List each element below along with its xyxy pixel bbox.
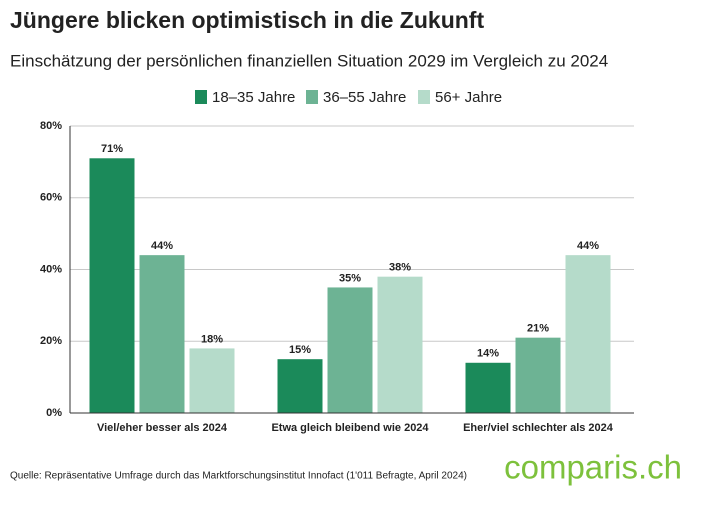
y-tick-label: 40% [40, 263, 62, 275]
bar [139, 255, 185, 413]
value-label: 44% [577, 240, 599, 252]
value-label: 14% [477, 348, 499, 360]
bar [377, 276, 423, 413]
value-label: 21% [527, 323, 549, 335]
legend-swatch [418, 90, 430, 104]
value-label: 71% [101, 143, 123, 155]
x-tick-label: Viel/eher besser als 2024 [97, 422, 228, 434]
y-tick-label: 20% [40, 335, 62, 347]
legend-label: 18–35 Jahre [212, 89, 295, 106]
bar [89, 158, 135, 413]
value-label: 15% [289, 344, 311, 356]
chart-title: Jüngere blicken optimistisch in die Zuku… [10, 7, 484, 33]
bar [515, 337, 561, 413]
legend-swatch [195, 90, 207, 104]
x-tick-label: Eher/viel schlechter als 2024 [463, 422, 614, 434]
y-tick-label: 0% [46, 407, 62, 419]
value-label: 38% [389, 262, 411, 274]
value-label: 44% [151, 240, 173, 252]
legend-label: 36–55 Jahre [323, 89, 406, 106]
bar [277, 359, 323, 413]
bar [327, 287, 373, 413]
bar [465, 362, 511, 413]
x-tick-label: Etwa gleich bleibend wie 2024 [271, 422, 429, 434]
legend-swatch [306, 90, 318, 104]
y-tick-label: 60% [40, 192, 62, 204]
y-tick-label: 80% [40, 120, 62, 132]
bar [565, 255, 611, 413]
bar [189, 348, 235, 413]
chart-subtitle: Einschätzung der persönlichen finanziell… [10, 51, 608, 70]
value-label: 18% [201, 333, 223, 345]
source-note: Quelle: Repräsentative Umfrage durch das… [10, 471, 467, 482]
legend-label: 56+ Jahre [435, 89, 502, 106]
value-label: 35% [339, 272, 361, 284]
logo: comparis.ch [504, 449, 682, 486]
